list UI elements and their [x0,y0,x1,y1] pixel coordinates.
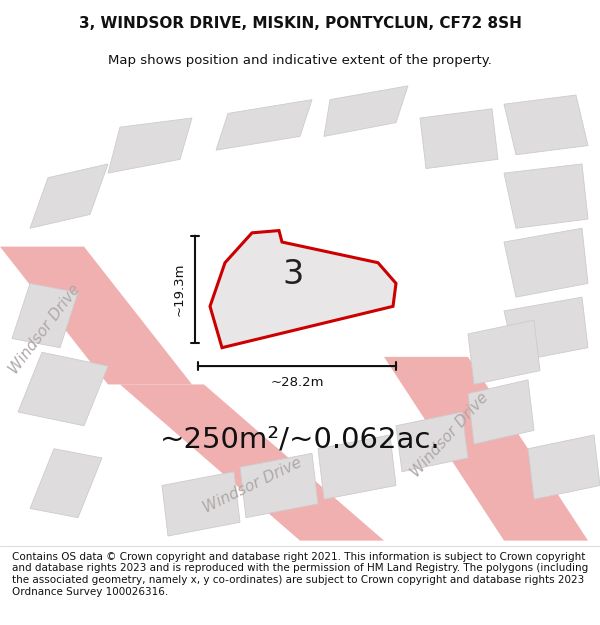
Polygon shape [468,380,534,444]
Polygon shape [18,352,108,426]
Polygon shape [318,435,396,499]
Polygon shape [162,472,240,536]
Polygon shape [324,86,408,136]
Polygon shape [504,297,588,361]
Text: Map shows position and indicative extent of the property.: Map shows position and indicative extent… [108,54,492,68]
Text: ~250m²/~0.062ac.: ~250m²/~0.062ac. [160,426,440,454]
Text: Windsor Drive: Windsor Drive [409,390,491,480]
Polygon shape [12,283,78,348]
Polygon shape [396,412,468,472]
Text: 3, WINDSOR DRIVE, MISKIN, PONTYCLUN, CF72 8SH: 3, WINDSOR DRIVE, MISKIN, PONTYCLUN, CF7… [79,16,521,31]
Polygon shape [468,320,540,384]
Text: Windsor Drive: Windsor Drive [7,282,83,377]
Polygon shape [30,164,108,228]
Polygon shape [240,453,318,518]
Polygon shape [528,435,600,499]
Polygon shape [420,109,498,169]
Polygon shape [120,384,384,541]
Polygon shape [0,247,192,384]
Text: ~28.2m: ~28.2m [270,376,324,389]
Polygon shape [210,231,396,348]
Polygon shape [504,164,588,228]
Text: Contains OS data © Crown copyright and database right 2021. This information is : Contains OS data © Crown copyright and d… [12,552,588,597]
Polygon shape [384,357,588,541]
Polygon shape [30,449,102,518]
Polygon shape [216,99,312,150]
Text: ~19.3m: ~19.3m [172,262,185,316]
Text: 3: 3 [283,259,304,291]
Polygon shape [504,228,588,297]
Polygon shape [108,118,192,173]
Text: Windsor Drive: Windsor Drive [200,455,304,516]
Polygon shape [504,95,588,155]
